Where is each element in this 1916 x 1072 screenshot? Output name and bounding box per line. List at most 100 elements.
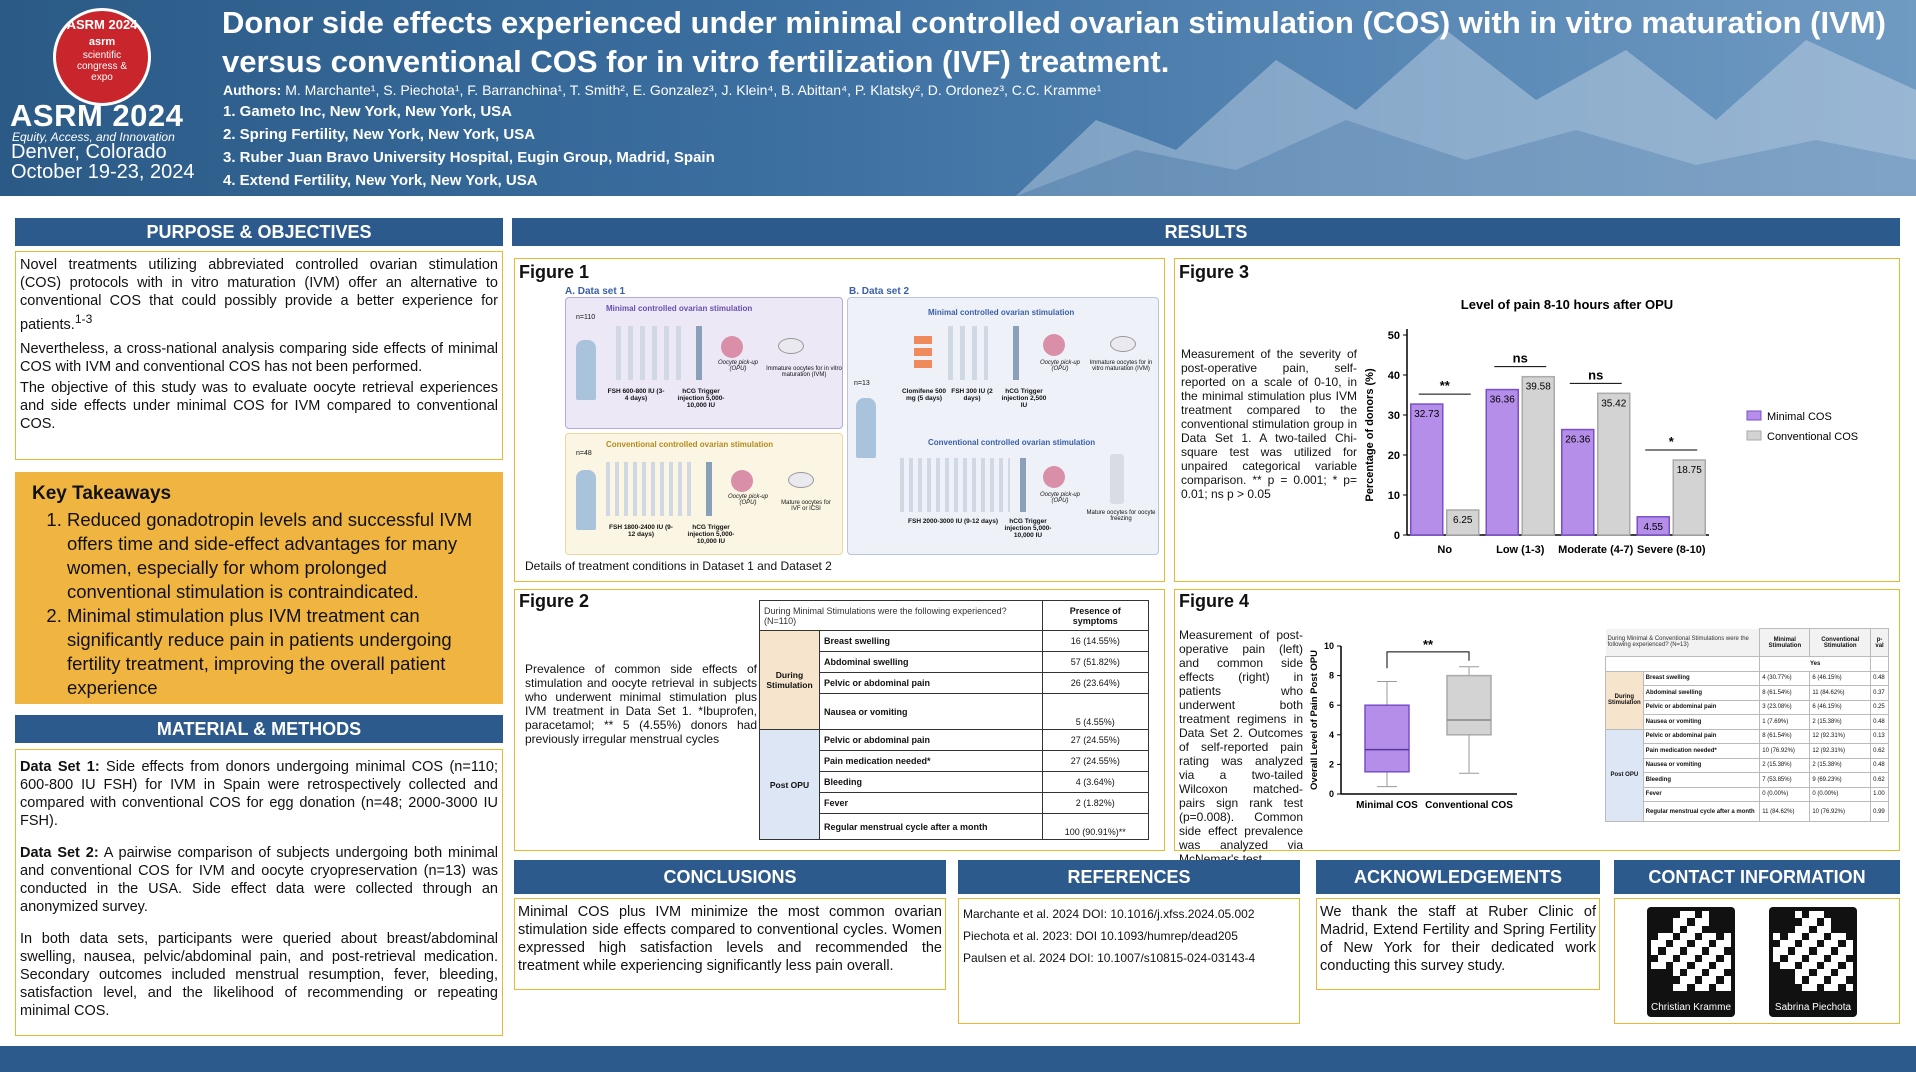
fig2-row-value: 27 (24.55%) [1041, 750, 1150, 772]
figure-1-box: Figure 1 A. Data set 1 B. Data set 2 Min… [514, 258, 1165, 582]
fig4-row-conv: 12 (92.31%) [1809, 743, 1872, 759]
references-heading: REFERENCES [958, 860, 1300, 894]
trigger-syringe-icon [1020, 458, 1026, 512]
conventional-protocol-label: Conventional controlled ovarian stimulat… [928, 438, 1096, 447]
fig2-row-label: Pelvic or abdominal pain [819, 729, 1043, 751]
fig4-row-label: Nausea or vomiting [1642, 757, 1761, 773]
fig4-row-label: Regular menstrual cycle after a month [1642, 801, 1761, 822]
fig2-header-question: During Minimal Stimulations were the fol… [759, 600, 1043, 631]
acknowledgements-box: We thank the staff at Ruber Clinic of Ma… [1316, 898, 1600, 990]
dish-icon [778, 338, 804, 354]
oocyte-icon [1043, 466, 1065, 488]
bar-value-label: 39.58 [1526, 382, 1551, 393]
immature-label: Immature oocytes for in vitro maturation… [766, 366, 842, 378]
purpose-text-1: Novel treatments utilizing abbreviated c… [20, 257, 498, 333]
fig4-row-min: 4 (30.77%) [1759, 670, 1811, 686]
dataset-1-text: Side effects from donors undergoing mini… [20, 759, 498, 829]
opu-label: Oocyte pick-up (OPU) [1039, 360, 1081, 372]
logo-text: scientific congress & expo [76, 50, 128, 83]
fig4-row-min: 7 (53.85%) [1759, 772, 1811, 788]
dish-icon [1110, 336, 1136, 352]
fig4-row-p: 0.62 [1870, 772, 1889, 788]
purpose-paragraph-2: Nevertheless, a cross-national analysis … [20, 340, 498, 375]
purpose-heading: PURPOSE & OBJECTIVES [15, 218, 503, 246]
significance-bracket [1386, 651, 1470, 669]
methods-heading: MATERIAL & METHODS [15, 715, 503, 743]
fig2-row-value: 4 (3.64%) [1041, 771, 1150, 793]
affiliation-4: 4. Extend Fertility, New York, New York,… [223, 172, 538, 189]
figure-4-box: Figure 4 Measurement of post-operative p… [1174, 589, 1900, 866]
reference-item: Marchante et al. 2024 DOI: 10.1016/j.xfs… [963, 907, 1255, 921]
fig4-group-postopu: Post OPU [1605, 728, 1644, 822]
qr-code-kramme[interactable]: Christian Kramme [1647, 907, 1735, 1017]
figure-2-caption: Prevalence of common side effects of sti… [525, 662, 757, 746]
takeaway-item: Reduced gonadotropin levels and successf… [67, 508, 483, 604]
authors-list: M. Marchante¹, S. Piechota¹, F. Barranch… [285, 82, 1102, 98]
x-tick-label: Conventional COS [1425, 800, 1513, 811]
fig4-row-p: 0.13 [1870, 728, 1889, 744]
qr-code-piechota[interactable]: Sabrina Piechota [1769, 907, 1857, 1017]
figure-4-title: Figure 4 [1179, 591, 1250, 611]
legend-swatch [1746, 430, 1762, 441]
fig2-row-label: Nausea or vomiting [819, 693, 1043, 730]
fsh3-label: FSH 300 IU (2 days) [951, 388, 993, 402]
figure-2-title: Figure 2 [519, 591, 590, 611]
clomifene-label: Clomifene 500 mg (5 days) [901, 388, 947, 402]
fig2-row-value: 16 (14.55%) [1041, 630, 1150, 652]
bar-value-label: 26.36 [1565, 435, 1590, 446]
references-box: Marchante et al. 2024 DOI: 10.1016/j.xfs… [958, 898, 1300, 1024]
fig2-row-value: 5 (4.55%) [1041, 693, 1150, 730]
dish-icon [788, 472, 814, 488]
affiliation-2: 2. Spring Fertility, New York, New York,… [223, 126, 536, 143]
hcg2-label: hCG Trigger injection 5,000-10,000 IU [687, 524, 735, 545]
authors-label: Authors: [223, 82, 282, 98]
fig2-row-label: Breast swelling [819, 630, 1043, 652]
fig4-header-pval: p-val [1870, 628, 1889, 657]
key-takeaways-list: Reduced gonadotropin levels and successf… [67, 508, 503, 700]
fig2-row-label: Pelvic or abdominal pain [819, 672, 1043, 694]
fig4-row-min: 10 (76.92%) [1759, 743, 1811, 759]
conference-city: Denver, Colorado [11, 141, 167, 163]
dataset-b-panel: Minimal controlled ovarian stimulation n… [847, 297, 1159, 555]
fig4-row-conv: 2 (15.38%) [1809, 757, 1872, 773]
y-tick-label: 10 [1324, 641, 1334, 651]
fsh4-label: FSH 2000-3000 IU (9-12 days) [908, 518, 998, 525]
y-tick-label: 6 [1329, 700, 1334, 710]
fig4-header-conventional: Conventional Stimulation [1809, 628, 1872, 657]
minimal-protocol-label: Minimal controlled ovarian stimulation [606, 304, 753, 313]
methods-dataset-1: Data Set 1: Side effects from donors und… [20, 758, 498, 830]
bar [1597, 392, 1631, 536]
purpose-ref: 1-3 [74, 312, 93, 326]
minimal-protocol-label: Minimal controlled ovarian stimulation [928, 308, 1075, 317]
fig4-row-min: 8 (61.54%) [1759, 728, 1811, 744]
key-takeaways-box: Key Takeaways Reduced gonadotropin level… [15, 472, 503, 704]
contact-name: Christian Kramme [1650, 1002, 1732, 1013]
y-tick-label: 50 [1388, 330, 1400, 342]
methods-box: Data Set 1: Side effects from donors und… [15, 749, 503, 1036]
takeaway-item: Minimal stimulation plus IVM treatment c… [67, 604, 483, 700]
hcg1-label: hCG Trigger injection 5,000-10,000 IU [677, 388, 725, 409]
y-tick-label: 8 [1329, 671, 1334, 681]
conclusions-heading: CONCLUSIONS [514, 860, 946, 894]
fig4-row-conv: 2 (15.38%) [1809, 714, 1872, 730]
fig4-row-p: 1.00 [1870, 786, 1889, 802]
opu-label: Oocyte pick-up (OPU) [1039, 492, 1081, 504]
fig4-group-stimulation: During Stimulation [1605, 670, 1644, 730]
trigger-syringe-icon [706, 462, 712, 516]
qr-code-icon [1651, 911, 1731, 991]
reference-item: Paulsen et al. 2024 DOI: 10.1007/s10815-… [963, 951, 1256, 965]
fig4-row-min: 8 (61.54%) [1759, 685, 1811, 701]
patient-figure [856, 398, 876, 458]
oocyte-icon [1043, 334, 1065, 356]
hcg3-label: hCG Trigger injection 2,500 IU [1001, 388, 1047, 409]
x-tick-label: Minimal COS [1356, 800, 1418, 811]
pills-icon [914, 332, 932, 368]
figure-4-table: During Minimal & Conventional Stimulatio… [1604, 628, 1889, 822]
x-tick-label: Moderate (4-7) [1558, 544, 1634, 556]
box [1446, 674, 1492, 736]
fig4-header-minimal: Minimal Stimulation [1759, 628, 1811, 657]
fig4-row-min: 0 (0.00%) [1759, 786, 1811, 802]
figure-2-table: During Minimal Stimulations were the fol… [759, 600, 1150, 840]
conference-name: ASRM 2024 [10, 98, 184, 133]
fig2-row-label: Abdominal swelling [819, 651, 1043, 673]
